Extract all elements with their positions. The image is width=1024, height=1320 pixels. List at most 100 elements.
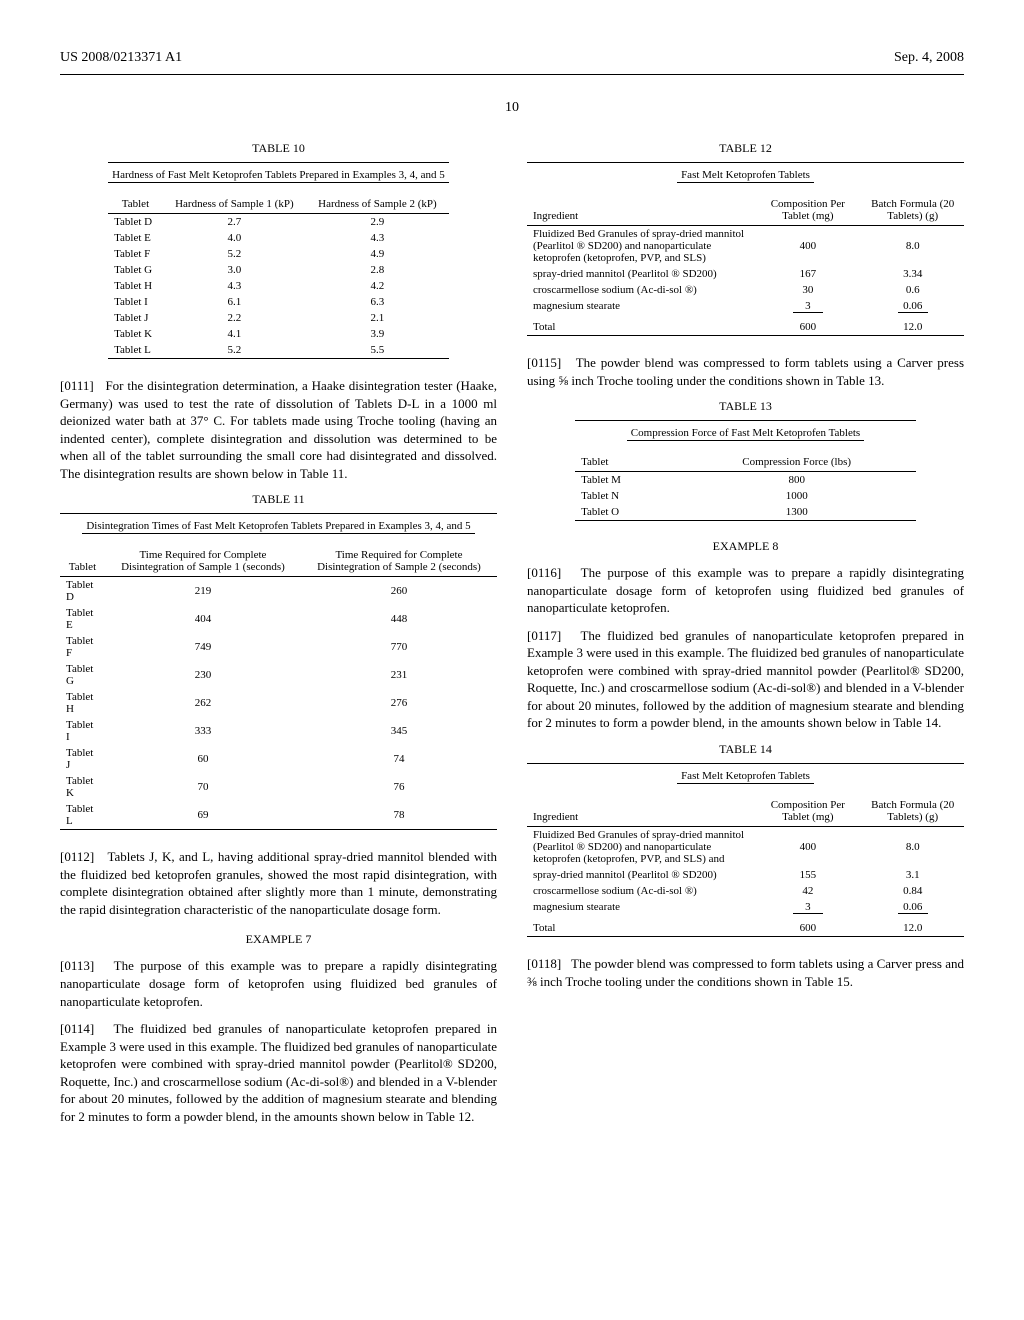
table-cell: 3.1 [861,867,964,883]
table-cell: 404 [105,605,301,633]
table-cell: 0.06 [861,298,964,315]
table-cell: 1300 [677,504,915,521]
table11-caption: Disintegration Times of Fast Melt Ketopr… [82,520,474,534]
table-cell: Tablet E [108,230,163,246]
table-cell: 4.9 [306,246,449,262]
t10-h3: Hardness of Sample 2 (kP) [306,195,449,214]
table-cell: 262 [105,689,301,717]
table-cell: 0.06 [861,899,964,916]
table-cell: 3.9 [306,326,449,342]
table12: Fast Melt Ketoprofen Tablets Ingredient … [527,162,964,336]
t11-h1: Tablet [60,546,105,577]
table-cell: 2.7 [163,214,306,231]
right-column: TABLE 12 Fast Melt Ketoprofen Tablets In… [527,141,964,1135]
table-cell: 600 [754,315,861,336]
table-cell: 4.3 [163,278,306,294]
table-cell: Tablet M [575,472,677,489]
table-cell: 12.0 [861,315,964,336]
t14-h2: Composition Per Tablet (mg) [754,796,861,827]
para-0115: [0115] The powder blend was compressed t… [527,354,964,389]
table14: Fast Melt Ketoprofen Tablets Ingredient … [527,763,964,937]
table13-caption: Compression Force of Fast Melt Ketoprofe… [627,427,864,441]
table-cell: Tablet F [108,246,163,262]
table-cell: Tablet G [60,661,105,689]
table11: Disintegration Times of Fast Melt Ketopr… [60,513,497,830]
table11-label: TABLE 11 [60,492,497,507]
table-cell: 155 [754,867,861,883]
table-cell: Tablet D [108,214,163,231]
table-cell: 749 [105,633,301,661]
table-cell: Tablet D [60,577,105,606]
table-cell: magnesium stearate [527,298,754,315]
table-cell: 231 [301,661,497,689]
para-0111: [0111] For the disintegration determinat… [60,377,497,482]
table-cell: 3 [754,899,861,916]
table-cell: Total [527,916,754,937]
table-cell: croscarmellose sodium (Ac-di-sol ®) [527,282,754,298]
table-cell: 770 [301,633,497,661]
t12-h2: Composition Per Tablet (mg) [754,195,861,226]
table-cell: 3 [754,298,861,315]
example8-title: EXAMPLE 8 [527,539,964,554]
left-column: TABLE 10 Hardness of Fast Melt Ketoprofe… [60,141,497,1135]
t11-h3: Time Required for Complete Disintegratio… [301,546,497,577]
page-header: US 2008/0213371 A1 Sep. 4, 2008 [60,50,964,66]
table-cell: magnesium stearate [527,899,754,916]
table-cell: 2.2 [163,310,306,326]
t13-h1: Tablet [575,453,677,472]
table-cell: Tablet L [108,342,163,359]
table-cell: 8.0 [861,827,964,868]
table-cell: Tablet L [60,801,105,830]
table-cell: Tablet I [60,717,105,745]
table-cell: 600 [754,916,861,937]
table-cell: 800 [677,472,915,489]
table-cell: 167 [754,266,861,282]
t12-h3: Batch Formula (20 Tablets) (g) [861,195,964,226]
table-cell: croscarmellose sodium (Ac-di-sol ®) [527,883,754,899]
table-cell: 1000 [677,488,915,504]
t14-h3: Batch Formula (20 Tablets) (g) [861,796,964,827]
para-0118: [0118] The powder blend was compressed t… [527,955,964,990]
table-cell: 60 [105,745,301,773]
table-cell: Tablet F [60,633,105,661]
table-cell: 8.0 [861,226,964,267]
table-cell: 5.2 [163,246,306,262]
table-cell: Tablet J [60,745,105,773]
table-cell: Total [527,315,754,336]
table-cell: spray-dried mannitol (Pearlitol ® SD200) [527,266,754,282]
table-cell: Fluidized Bed Granules of spray-dried ma… [527,827,754,868]
table-cell: 4.2 [306,278,449,294]
table-cell: Tablet K [108,326,163,342]
example7-title: EXAMPLE 7 [60,932,497,947]
table-cell: 42 [754,883,861,899]
table-cell: 260 [301,577,497,606]
t12-h1: Ingredient [527,195,754,226]
table-cell: Tablet H [108,278,163,294]
table13: Compression Force of Fast Melt Ketoprofe… [575,420,916,521]
table-cell: 276 [301,689,497,717]
table-cell: 6.1 [163,294,306,310]
doc-date: Sep. 4, 2008 [894,50,964,66]
table-cell: 448 [301,605,497,633]
table-cell: 0.6 [861,282,964,298]
table-cell: 4.3 [306,230,449,246]
table12-label: TABLE 12 [527,141,964,156]
table-cell: Tablet E [60,605,105,633]
table-cell: 69 [105,801,301,830]
table-cell: 12.0 [861,916,964,937]
table-cell: 2.8 [306,262,449,278]
table-cell: 219 [105,577,301,606]
table-cell: 2.9 [306,214,449,231]
t14-h1: Ingredient [527,796,754,827]
header-rule [60,74,964,75]
table-cell: Fluidized Bed Granules of spray-dried ma… [527,226,754,267]
table-cell: Tablet O [575,504,677,521]
table-cell: 5.2 [163,342,306,359]
table-cell: 74 [301,745,497,773]
table-cell: 345 [301,717,497,745]
table-cell: 6.3 [306,294,449,310]
table-cell: 0.84 [861,883,964,899]
two-column-layout: TABLE 10 Hardness of Fast Melt Ketoprofe… [60,141,964,1135]
table13-label: TABLE 13 [527,399,964,414]
table-cell: 70 [105,773,301,801]
